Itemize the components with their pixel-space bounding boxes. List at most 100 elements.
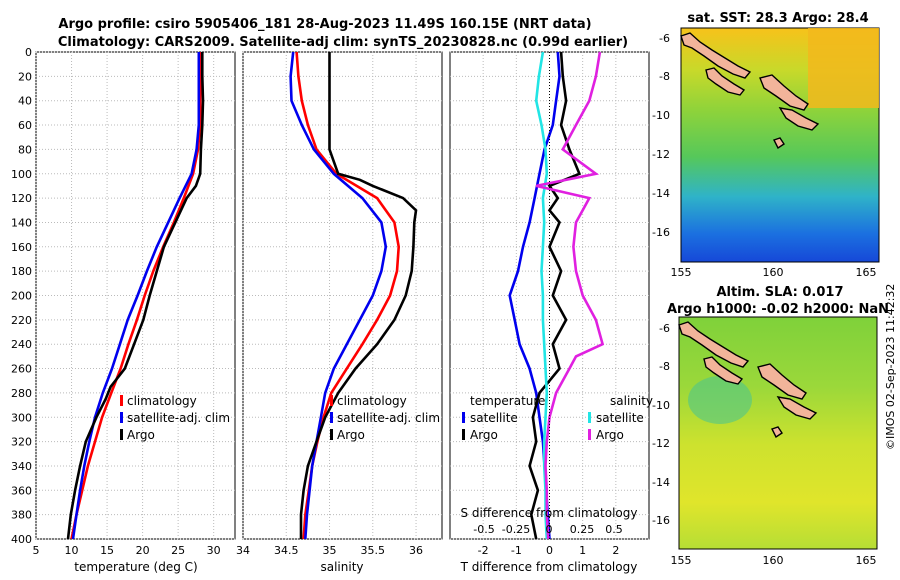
s-difference-xlabel: S difference from climatology bbox=[461, 506, 638, 520]
island bbox=[705, 67, 746, 96]
map-tick: 165 bbox=[856, 554, 877, 567]
y-tick-label: 260 bbox=[11, 363, 32, 376]
legend-swatch-satellite bbox=[120, 412, 123, 423]
x-tick-label: 2 bbox=[612, 544, 619, 557]
y-tick-label: 120 bbox=[11, 192, 32, 205]
map-tick: -6 bbox=[659, 322, 670, 335]
y-tick-label: 80 bbox=[18, 143, 32, 156]
temperature-legend: climatology satellite-adj. clim Argo bbox=[120, 394, 230, 442]
temperature-xlabel: temperature (deg C) bbox=[74, 560, 197, 574]
x-tick-label: 5 bbox=[33, 544, 40, 557]
map-tick: -10 bbox=[652, 109, 670, 122]
island bbox=[759, 74, 809, 111]
y-tick-label: 180 bbox=[11, 265, 32, 278]
map-tick: -12 bbox=[652, 148, 670, 161]
credit-stamp: ©IMOS 02-Sep-2023 11:42:32 bbox=[884, 284, 897, 450]
map-tick: 160 bbox=[763, 266, 784, 279]
title-line1: Argo profile: csiro 5905406_181 28-Aug-2… bbox=[58, 17, 591, 32]
s-tick: 0 bbox=[546, 523, 553, 536]
legend-s-satellite: satellite bbox=[596, 411, 644, 425]
y-tick-label: 220 bbox=[11, 314, 32, 327]
map-top-title: sat. SST: 28.3 Argo: 28.4 bbox=[687, 11, 868, 26]
series-line-satellite-adj-clim bbox=[289, 51, 388, 540]
y-tick-label: 140 bbox=[11, 216, 32, 229]
map-tick: -10 bbox=[652, 399, 670, 412]
map-bottom-title-2: Argo h1000: -0.02 h2000: NaN bbox=[667, 302, 889, 317]
map-bottom-low-patch bbox=[688, 376, 752, 424]
map-bottom-y-ticks: -6 -8 -10 -12 -14 -16 bbox=[652, 322, 670, 527]
legend-swatch-climatology bbox=[120, 395, 123, 406]
y-tick-label: 40 bbox=[18, 95, 32, 108]
island bbox=[773, 137, 785, 150]
map-bottom-islands bbox=[678, 321, 818, 439]
island bbox=[776, 396, 818, 420]
legend-argo: Argo bbox=[337, 428, 365, 442]
legend-climatology: climatology bbox=[127, 394, 197, 408]
y-tick-label: 60 bbox=[18, 119, 32, 132]
series-line-salinity-argo bbox=[535, 51, 605, 540]
y-tick-label: 100 bbox=[11, 168, 32, 181]
salinity-xlabel: salinity bbox=[320, 560, 363, 574]
legend-swatch-t-satellite bbox=[462, 412, 465, 423]
x-tick-label: 34 bbox=[236, 544, 250, 557]
series-line-satellite-adj-clim bbox=[71, 52, 201, 540]
map-top-islands bbox=[680, 32, 820, 150]
legend-header-temperature: temperature bbox=[470, 394, 545, 408]
x-tick-label: 20 bbox=[136, 544, 150, 557]
y-tick-label: 200 bbox=[11, 290, 32, 303]
map-bottom-title-1: Altim. SLA: 0.017 bbox=[717, 285, 844, 300]
x-tick-label: 15 bbox=[100, 544, 114, 557]
legend-swatch-s-satellite bbox=[588, 412, 591, 423]
map-tick: -6 bbox=[659, 32, 670, 45]
map-tick: 165 bbox=[856, 266, 877, 279]
legend-swatch-t-argo bbox=[462, 429, 465, 440]
island bbox=[778, 107, 820, 131]
map-tick: -8 bbox=[659, 360, 670, 373]
s-tick: -0.25 bbox=[502, 523, 530, 536]
x-tick-label: -2 bbox=[478, 544, 489, 557]
x-tick-label: 25 bbox=[171, 544, 185, 557]
series-line-salinity-satellite bbox=[534, 51, 549, 540]
map-bottom-x-ticks: 155 160 165 bbox=[671, 554, 877, 567]
difference-legend: temperature salinity satellite Argo sate… bbox=[462, 394, 653, 442]
map-tick: 155 bbox=[671, 554, 692, 567]
legend-satellite: satellite-adj. clim bbox=[127, 411, 230, 425]
map-tick: 155 bbox=[671, 266, 692, 279]
map-tick: -16 bbox=[652, 514, 670, 527]
title-line2: Climatology: CARS2009. Satellite-adj cli… bbox=[58, 35, 628, 50]
island bbox=[703, 356, 744, 385]
legend-s-argo: Argo bbox=[596, 428, 624, 442]
s-tick: -0.5 bbox=[473, 523, 494, 536]
x-tick-label: 36 bbox=[409, 544, 423, 557]
map-top-warm-patch bbox=[808, 28, 879, 108]
x-tick-label: 0 bbox=[546, 544, 553, 557]
axis-ticks: 5 10 15 20 25 3002040608010012014016018020022… bbox=[11, 46, 619, 557]
x-tick-label: -1 bbox=[511, 544, 522, 557]
s-tick: 0.25 bbox=[570, 523, 595, 536]
y-tick-label: 380 bbox=[11, 509, 32, 522]
map-top-y-ticks: -6 -8 -10 -12 -14 -16 bbox=[652, 32, 670, 239]
legend-header-salinity: salinity bbox=[610, 394, 653, 408]
y-tick-label: 160 bbox=[11, 241, 32, 254]
map-top-x-ticks: 155 160 165 bbox=[671, 266, 877, 279]
x-tick-label: 30 bbox=[207, 544, 221, 557]
legend-swatch-s-argo bbox=[588, 429, 591, 440]
legend-swatch-satellite bbox=[330, 412, 333, 423]
map-tick: 160 bbox=[763, 554, 784, 567]
legend-t-satellite: satellite bbox=[470, 411, 518, 425]
legend-swatch-climatology bbox=[330, 395, 333, 406]
profile-lines bbox=[66, 51, 605, 540]
salinity-legend: climatology satellite-adj. clim Argo bbox=[330, 394, 440, 442]
island bbox=[757, 363, 807, 400]
x-tick-label: 34.5 bbox=[274, 544, 299, 557]
t-difference-xlabel: T difference from climatology bbox=[460, 560, 638, 574]
y-tick-label: 320 bbox=[11, 436, 32, 449]
x-tick-label: 35.5 bbox=[361, 544, 386, 557]
legend-swatch-argo bbox=[330, 429, 333, 440]
island bbox=[678, 321, 750, 368]
island bbox=[771, 426, 783, 439]
map-tick: -12 bbox=[652, 437, 670, 450]
legend-argo: Argo bbox=[127, 428, 155, 442]
y-tick-label: 400 bbox=[11, 533, 32, 546]
